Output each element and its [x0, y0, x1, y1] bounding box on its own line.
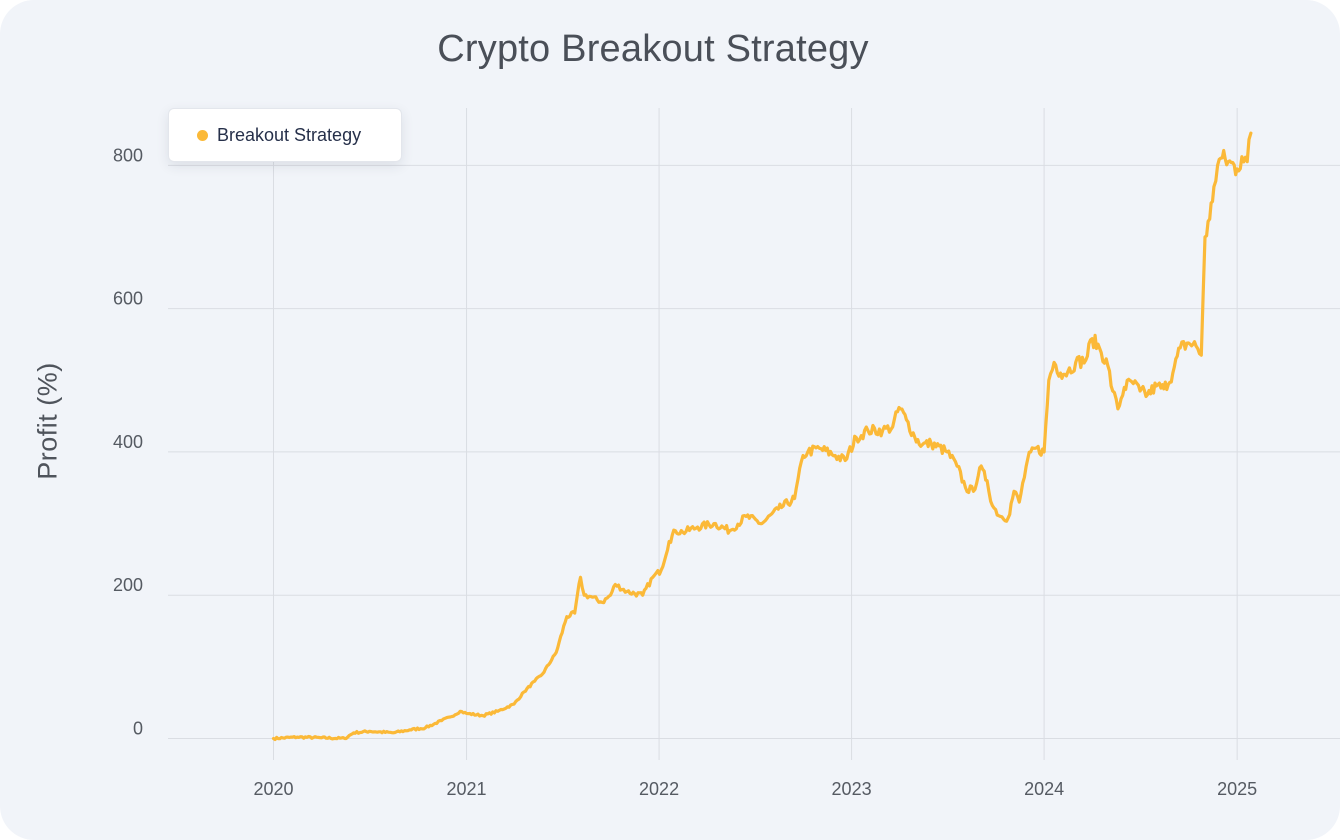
x-tick-label: 2024 — [1024, 779, 1064, 799]
x-tick-label: 2020 — [253, 779, 293, 799]
x-tick-label: 2022 — [639, 779, 679, 799]
series-line — [271, 131, 1253, 742]
y-tick-label: 200 — [113, 575, 143, 595]
axis-ticks: 0 200 400 600 800 2020 2021 2022 2023 2024 2025 — [113, 145, 1257, 799]
x-tick-label: 2021 — [447, 779, 487, 799]
y-tick-label: 600 — [113, 289, 143, 309]
legend: Breakout Strategy — [168, 108, 402, 162]
y-tick-label: 0 — [133, 719, 143, 739]
y-tick-label: 400 — [113, 432, 143, 452]
grid-lines — [168, 108, 1340, 760]
x-tick-label: 2025 — [1217, 779, 1257, 799]
chart-title: Crypto Breakout Strategy — [437, 28, 869, 70]
y-tick-label: 800 — [113, 145, 143, 165]
series-layer — [271, 131, 1253, 742]
legend-label: Breakout Strategy — [217, 124, 362, 145]
x-tick-label: 2023 — [832, 779, 872, 799]
legend-swatch — [197, 129, 208, 141]
